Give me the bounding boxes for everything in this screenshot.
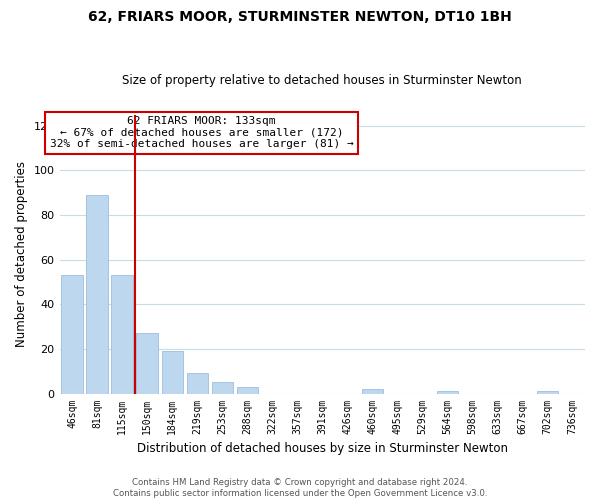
Y-axis label: Number of detached properties: Number of detached properties	[15, 161, 28, 347]
Text: 62 FRIARS MOOR: 133sqm
← 67% of detached houses are smaller (172)
32% of semi-de: 62 FRIARS MOOR: 133sqm ← 67% of detached…	[50, 116, 353, 149]
Bar	[161, 351, 183, 394]
Bar	[437, 392, 458, 394]
Bar	[187, 374, 208, 394]
X-axis label: Distribution of detached houses by size in Sturminster Newton: Distribution of detached houses by size …	[137, 442, 508, 455]
Bar	[86, 195, 108, 394]
Text: 62, FRIARS MOOR, STURMINSTER NEWTON, DT10 1BH: 62, FRIARS MOOR, STURMINSTER NEWTON, DT1…	[88, 10, 512, 24]
Bar	[212, 382, 233, 394]
Text: Contains HM Land Registry data © Crown copyright and database right 2024.
Contai: Contains HM Land Registry data © Crown c…	[113, 478, 487, 498]
Title: Size of property relative to detached houses in Sturminster Newton: Size of property relative to detached ho…	[122, 74, 522, 87]
Bar	[236, 387, 258, 394]
Bar	[112, 276, 133, 394]
Bar	[537, 392, 558, 394]
Bar	[362, 389, 383, 394]
Bar	[136, 334, 158, 394]
Bar	[61, 276, 83, 394]
